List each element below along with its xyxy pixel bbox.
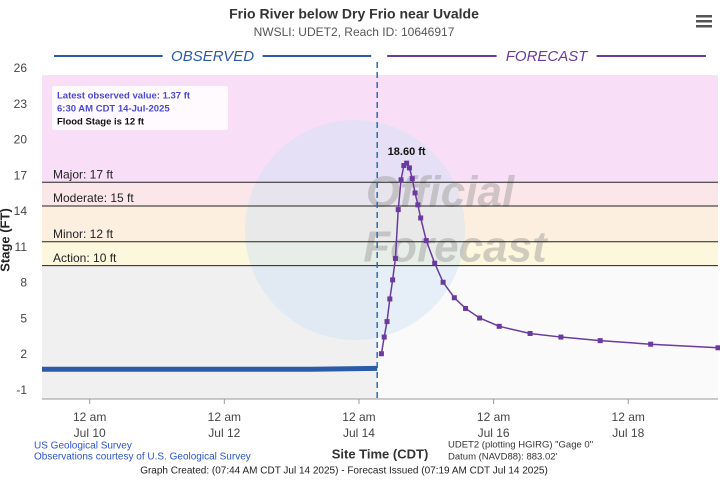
menu-bar xyxy=(696,25,712,28)
forecast-marker xyxy=(398,177,404,183)
menu-bar xyxy=(696,20,712,23)
forecast-marker xyxy=(648,341,654,347)
info-text: 6:30 AM CDT 14-Jul-2025 xyxy=(57,104,170,115)
datum-text: Datum (NAVD88): 883.02' xyxy=(448,452,558,463)
forecast-marker xyxy=(558,334,564,340)
x-axis-label: Site Time (CDT) xyxy=(332,446,429,461)
plot-layer: Official Forecast Major: 17 ft Moderate: 15… xyxy=(14,48,720,440)
menu-button[interactable] xyxy=(696,15,712,28)
x-tick-label: Jul 16 xyxy=(478,426,510,440)
forecast-marker xyxy=(387,296,393,302)
forecast-marker xyxy=(412,190,418,196)
x-tick-label: Jul 10 xyxy=(74,426,106,440)
forecast-marker xyxy=(401,163,407,169)
flood-stage-label: Action: 10 ft xyxy=(53,251,117,265)
observed-line xyxy=(42,365,378,372)
y-axis-label: Stage (FT) xyxy=(0,208,12,272)
x-tick-label: Jul 14 xyxy=(343,426,375,440)
flood-band xyxy=(42,241,718,266)
source-note: Observations courtesy of U.S. Geological… xyxy=(34,452,251,463)
info-text: Latest observed value: 1.37 ft xyxy=(57,91,191,102)
x-tick-label: Jul 18 xyxy=(612,426,644,440)
peak-label: 18.60 ft xyxy=(388,146,426,158)
x-tick-label: 12 am xyxy=(342,410,375,424)
watermark-logo xyxy=(245,120,465,340)
source-link[interactable]: US Geological Survey xyxy=(34,441,132,452)
forecast-marker xyxy=(496,323,502,329)
x-tick-label: 12 am xyxy=(73,410,106,424)
forecast-marker xyxy=(477,315,483,321)
flood-stage-label: Moderate: 15 ft xyxy=(53,191,134,205)
x-tick-label: 12 am xyxy=(477,410,510,424)
y-tick-label: 5 xyxy=(20,311,27,325)
forecast-marker xyxy=(409,176,415,182)
chart-subtitle: NWSLI: UDET2, Reach ID: 10646917 xyxy=(254,25,455,39)
forecast-marker xyxy=(423,238,429,244)
legend-label: OBSERVED xyxy=(171,48,254,65)
forecast-marker xyxy=(432,260,438,266)
x-tick-label: 12 am xyxy=(208,410,241,424)
legend-label: FORECAST xyxy=(506,48,590,65)
x-tick-label: Jul 12 xyxy=(208,426,240,440)
forecast-marker xyxy=(527,330,533,336)
forecast-marker xyxy=(451,295,457,301)
forecast-marker xyxy=(404,160,410,166)
x-tick-label: 12 am xyxy=(612,410,645,424)
info-box xyxy=(52,86,228,130)
forecast-marker xyxy=(597,338,603,344)
y-tick-label: 14 xyxy=(14,204,28,218)
forecast-marker xyxy=(390,277,396,283)
watermark: Official xyxy=(366,168,515,217)
y-tick-label: 20 xyxy=(14,133,28,147)
info-text: Flood Stage is 12 ft xyxy=(57,117,145,128)
flood-stage-label: Minor: 12 ft xyxy=(53,227,114,241)
y-tick-label: 11 xyxy=(15,240,28,254)
flood-band xyxy=(42,206,718,242)
forecast-marker xyxy=(463,305,469,311)
forecast-marker xyxy=(440,279,446,285)
forecast-marker xyxy=(715,345,720,351)
y-tick-label: 2 xyxy=(20,347,27,361)
forecast-marker xyxy=(384,319,390,325)
y-tick-label: -1 xyxy=(16,383,27,397)
forecast-marker xyxy=(406,165,412,171)
forecast-marker xyxy=(378,351,384,357)
menu-bar xyxy=(696,15,712,18)
y-tick-label: 8 xyxy=(20,276,27,290)
forecast-marker xyxy=(392,255,398,261)
forecast-marker xyxy=(415,202,421,208)
datum-text: UDET2 (plotting HGIRG) "Gage 0" xyxy=(448,440,593,451)
forecast-marker xyxy=(418,215,424,221)
flood-band xyxy=(42,182,718,207)
y-tick-label: 23 xyxy=(14,97,28,111)
watermark: Forecast xyxy=(363,223,549,272)
footer: Graph Created: (07:44 AM CDT Jul 14 2025… xyxy=(140,466,548,477)
forecast-marker xyxy=(395,207,401,213)
y-tick-label: 26 xyxy=(14,61,28,75)
chart-title: Frio River below Dry Frio near Uvalde xyxy=(229,6,479,22)
forecast-marker xyxy=(381,334,387,340)
flood-stage-label: Major: 17 ft xyxy=(53,167,114,181)
y-tick-label: 17 xyxy=(14,168,28,182)
